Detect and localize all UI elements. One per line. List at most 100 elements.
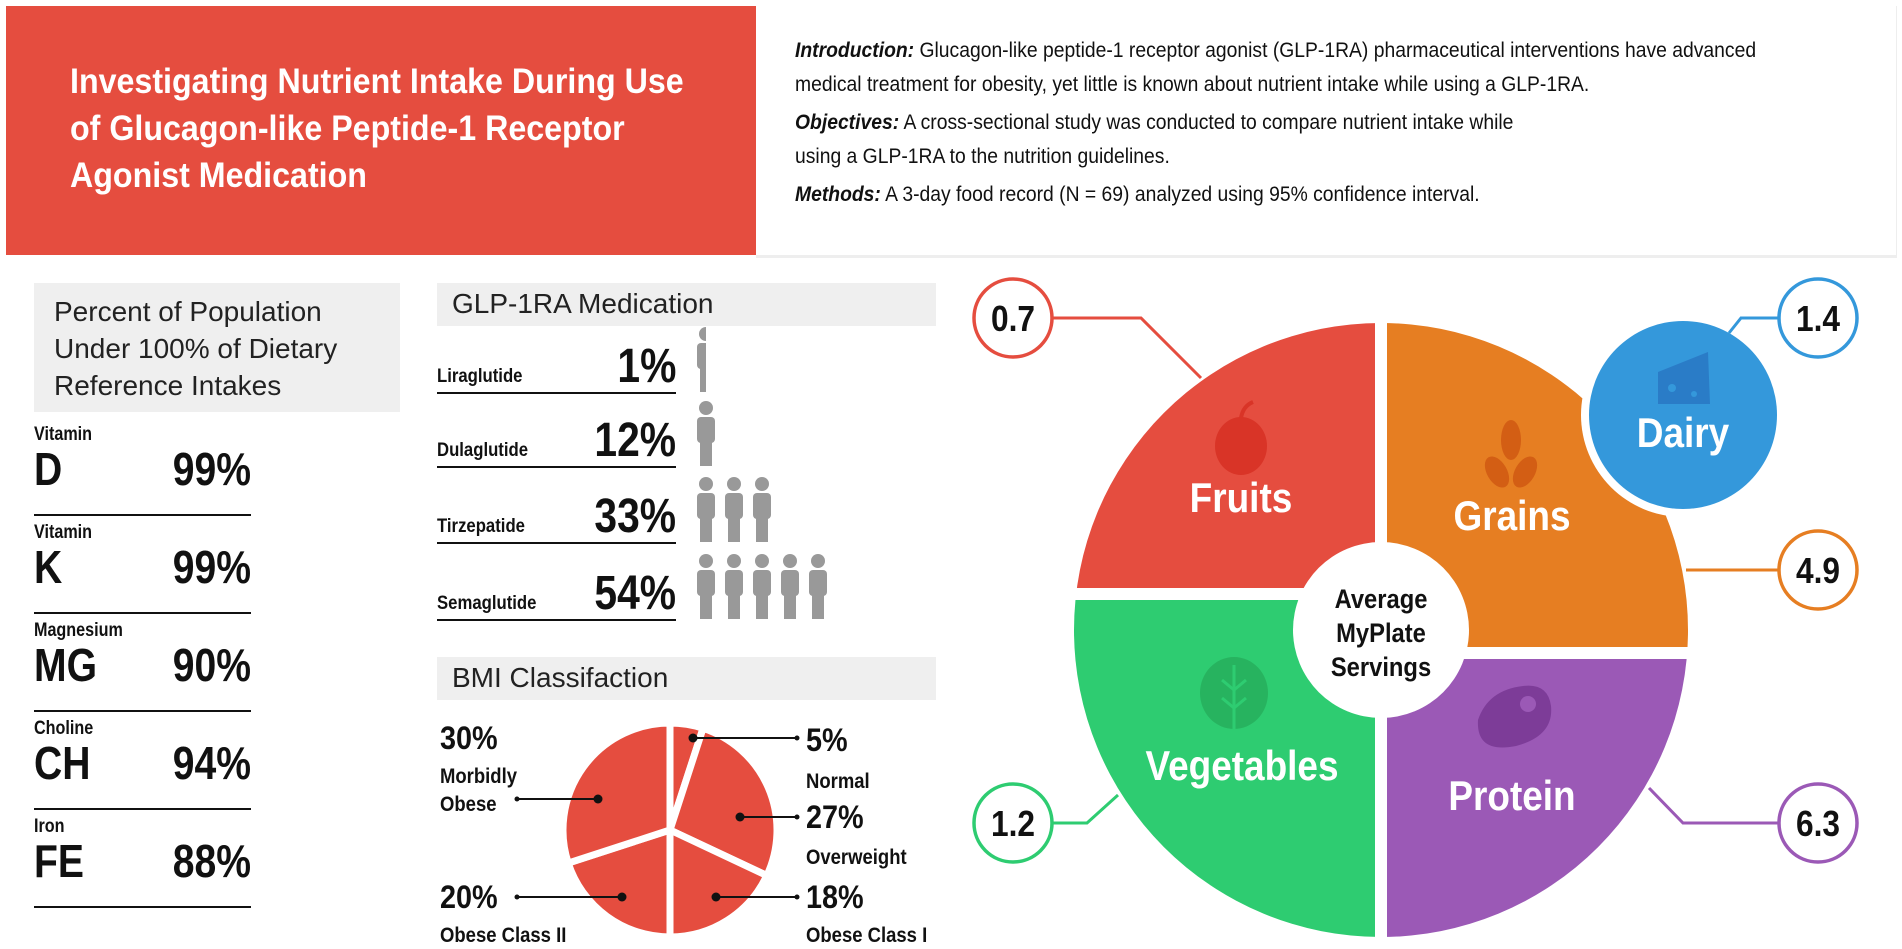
medication-name: Dulaglutide (437, 440, 529, 461)
connector-fruits (1053, 316, 1203, 380)
connector-protein (1647, 786, 1778, 825)
serving-value-vegetables: 1.2 (991, 804, 1035, 844)
nutrient-percent: 99% (172, 541, 251, 593)
nutrient-code: MG (34, 639, 97, 691)
nutrient-label: Magnesium (34, 620, 123, 641)
connector-dairy (1727, 316, 1778, 334)
plate-label-protein: Protein (1448, 773, 1575, 820)
bmi-percent-label: 30% (440, 720, 498, 756)
person-icon (697, 554, 715, 619)
bmi-category-label: Obese Class I (806, 924, 928, 947)
bmi-percent-label: 27% (806, 799, 864, 835)
people-icons (697, 477, 771, 542)
bmi-percent-label: 5% (806, 722, 848, 758)
dri-heading-box: Percent of Population Under 100% of Diet… (34, 283, 400, 412)
nutrient-percent: 88% (172, 835, 251, 887)
dairy-circle (1589, 321, 1777, 509)
plate-label-vegetables: Vegetables (1145, 743, 1338, 790)
bmi-category-label: Obese (440, 793, 497, 816)
objectives-label: Objectives: (795, 111, 900, 134)
bmi-category-label: Morbidly (440, 765, 517, 788)
wheat-icon (1484, 420, 1538, 488)
person-icon (725, 477, 743, 542)
objectives-paragraph: Objectives: A cross-sectional study was … (795, 106, 1531, 174)
nutrient-row: Vitamin D 99% (34, 424, 251, 516)
plate-title-line: Servings (1331, 653, 1431, 683)
leader-end (794, 814, 800, 820)
person-icon (725, 554, 743, 619)
medication-row: Dulaglutide 12% (437, 406, 676, 468)
abstract-panel: Introduction: Glucagon-like peptide-1 re… (756, 6, 1897, 258)
nutrient-code: FE (34, 835, 84, 887)
people-icons (697, 554, 827, 619)
leader-end (514, 894, 520, 900)
dri-heading: Percent of Population Under 100% of Diet… (54, 296, 338, 401)
bmi-heading-box: BMI Classifaction (437, 657, 936, 700)
lettuce-icon (1200, 657, 1268, 735)
leader-end (514, 796, 520, 802)
nutrient-code: CH (34, 737, 91, 789)
pie-slice-morbidly-obese (559, 719, 674, 867)
bmi-heading: BMI Classifaction (452, 662, 669, 693)
leader-dot (617, 892, 627, 902)
cheese-icon (1658, 352, 1710, 404)
value-circle-grains (1777, 529, 1859, 611)
leader-dot (711, 892, 721, 902)
medication-percent: 54% (594, 567, 676, 620)
value-circle-dairy (1777, 277, 1859, 359)
medication-heading-box: GLP-1RA Medication (437, 283, 936, 326)
nutrient-label: Vitamin (34, 424, 93, 445)
nutrient-code: K (34, 541, 63, 593)
serving-value-protein: 6.3 (1796, 804, 1840, 844)
medication-name: Semaglutide (437, 593, 537, 614)
nutrient-row: Vitamin K 99% (34, 522, 251, 614)
plate-label-grains: Grains (1453, 493, 1570, 540)
introduction-label: Introduction: (795, 39, 915, 62)
title-banner: Investigating Nutrient Intake During Use… (6, 6, 756, 255)
pie-slice-obese-class-i (666, 826, 771, 941)
value-circle-vegetables (972, 782, 1054, 864)
plate-title-line: Average (1335, 585, 1428, 615)
introduction-paragraph: Introduction: Glucagon-like peptide-1 re… (795, 34, 1789, 102)
nutrient-percent: 99% (172, 443, 251, 495)
connector-vegetables (1053, 793, 1120, 825)
value-circle-protein (1777, 782, 1859, 864)
value-circle-fruits (972, 277, 1054, 359)
person-icon (753, 554, 771, 619)
methods-label: Methods: (795, 183, 881, 206)
medication-name: Liraglutide (437, 366, 523, 387)
plate-center (1293, 542, 1469, 718)
leader-end (794, 735, 800, 741)
person-icon (697, 327, 706, 392)
plate-label-fruits: Fruits (1190, 475, 1293, 522)
leader-dot (735, 812, 745, 822)
leader-end (794, 894, 800, 900)
serving-value-fruits: 0.7 (991, 299, 1035, 339)
steak-icon (1477, 685, 1552, 748)
medication-percent: 12% (594, 414, 676, 467)
medication-row: Liraglutide 1% (437, 332, 676, 394)
person-icon (753, 477, 771, 542)
apple-icon (1215, 400, 1267, 475)
methods-paragraph: Methods: A 3-day food record (N = 69) an… (795, 178, 1789, 212)
nutrient-row: Iron FE 88% (34, 816, 251, 908)
medication-heading: GLP-1RA Medication (452, 288, 714, 319)
serving-value-grains: 4.9 (1796, 551, 1840, 591)
person-icon (781, 554, 799, 619)
methods-text: A 3-day food record (N = 69) analyzed us… (880, 183, 1480, 206)
serving-value-dairy: 1.4 (1796, 299, 1840, 339)
bmi-percent-label: 18% (806, 879, 864, 915)
nutrient-row: Magnesium MG 90% (34, 620, 251, 712)
nutrient-row: Choline CH 94% (34, 718, 251, 810)
medication-name: Tirzepatide (437, 516, 525, 537)
nutrient-percent: 94% (172, 737, 251, 789)
medication-row: Semaglutide 54% (437, 559, 676, 621)
person-icon (809, 554, 827, 619)
nutrient-label: Vitamin (34, 522, 93, 543)
leader-dot (688, 733, 698, 743)
bmi-category-label: Normal (806, 770, 870, 793)
nutrient-percent: 90% (172, 639, 251, 691)
person-icon (697, 401, 715, 466)
objectives-text: A cross-sectional study was conducted to… (795, 111, 1514, 168)
